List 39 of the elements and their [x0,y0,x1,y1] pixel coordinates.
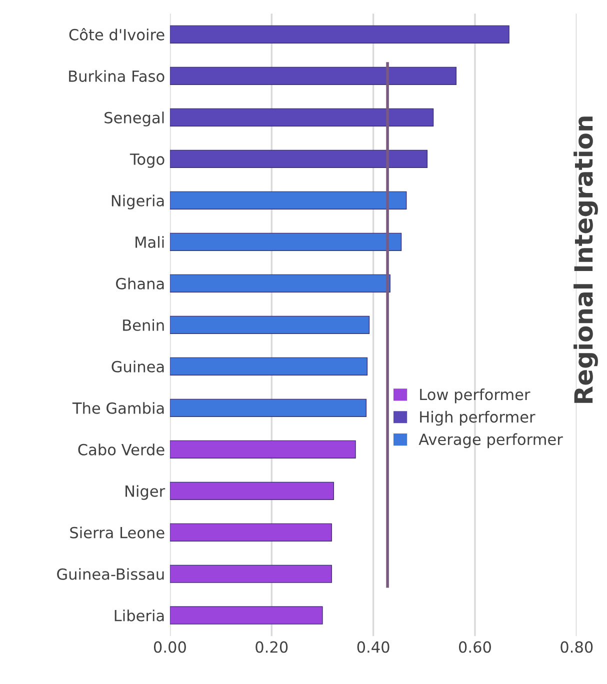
bar [170,191,407,210]
bar [170,25,510,44]
y-tick-label: Togo [130,154,164,168]
bar [170,482,334,500]
bar [170,274,390,292]
legend-label: High performer [420,410,536,426]
bar [170,398,367,417]
bar [170,108,434,126]
legend-label: Low performer [420,388,530,404]
x-tick-label: 0.20 [256,641,288,653]
y-tick-label: Burkina Faso [69,70,164,82]
bar [170,606,323,624]
y-tick-label: Benin [123,319,164,331]
x-tick-label: 0.60 [458,641,491,653]
bar [170,357,368,376]
bar [170,232,402,251]
bar [170,564,332,583]
y-tick-label: Côte d'Ivoire [69,28,164,40]
y-tick-label: The Gambia [72,402,164,414]
y-tick-label: Ghana [116,278,164,290]
bar [170,66,457,85]
bar [170,316,370,334]
y-tick-label: Guinea [112,360,164,372]
bar [170,523,332,542]
bar [170,440,356,458]
y-tick-label: Sierra Leone [70,526,164,538]
y-tick-label: Niger [126,485,166,500]
legend-label: Average performer [418,433,563,448]
y-tick-label: Guinea-Bissau [57,568,164,580]
x-tick-label: 0.00 [154,641,186,653]
y-tick-label: Nigeria [112,194,164,210]
y-tick-label: Cabo Verde [78,444,164,456]
y-tick-label: Liberia [114,610,164,622]
y-tick-label: Mali [136,236,164,248]
text: Regional Integration [574,116,598,403]
y-tick-label: Senegal [104,112,164,126]
bar [170,150,428,168]
x-tick-label: 0.80 [560,641,593,653]
x-tick-label: 0.40 [357,641,390,653]
